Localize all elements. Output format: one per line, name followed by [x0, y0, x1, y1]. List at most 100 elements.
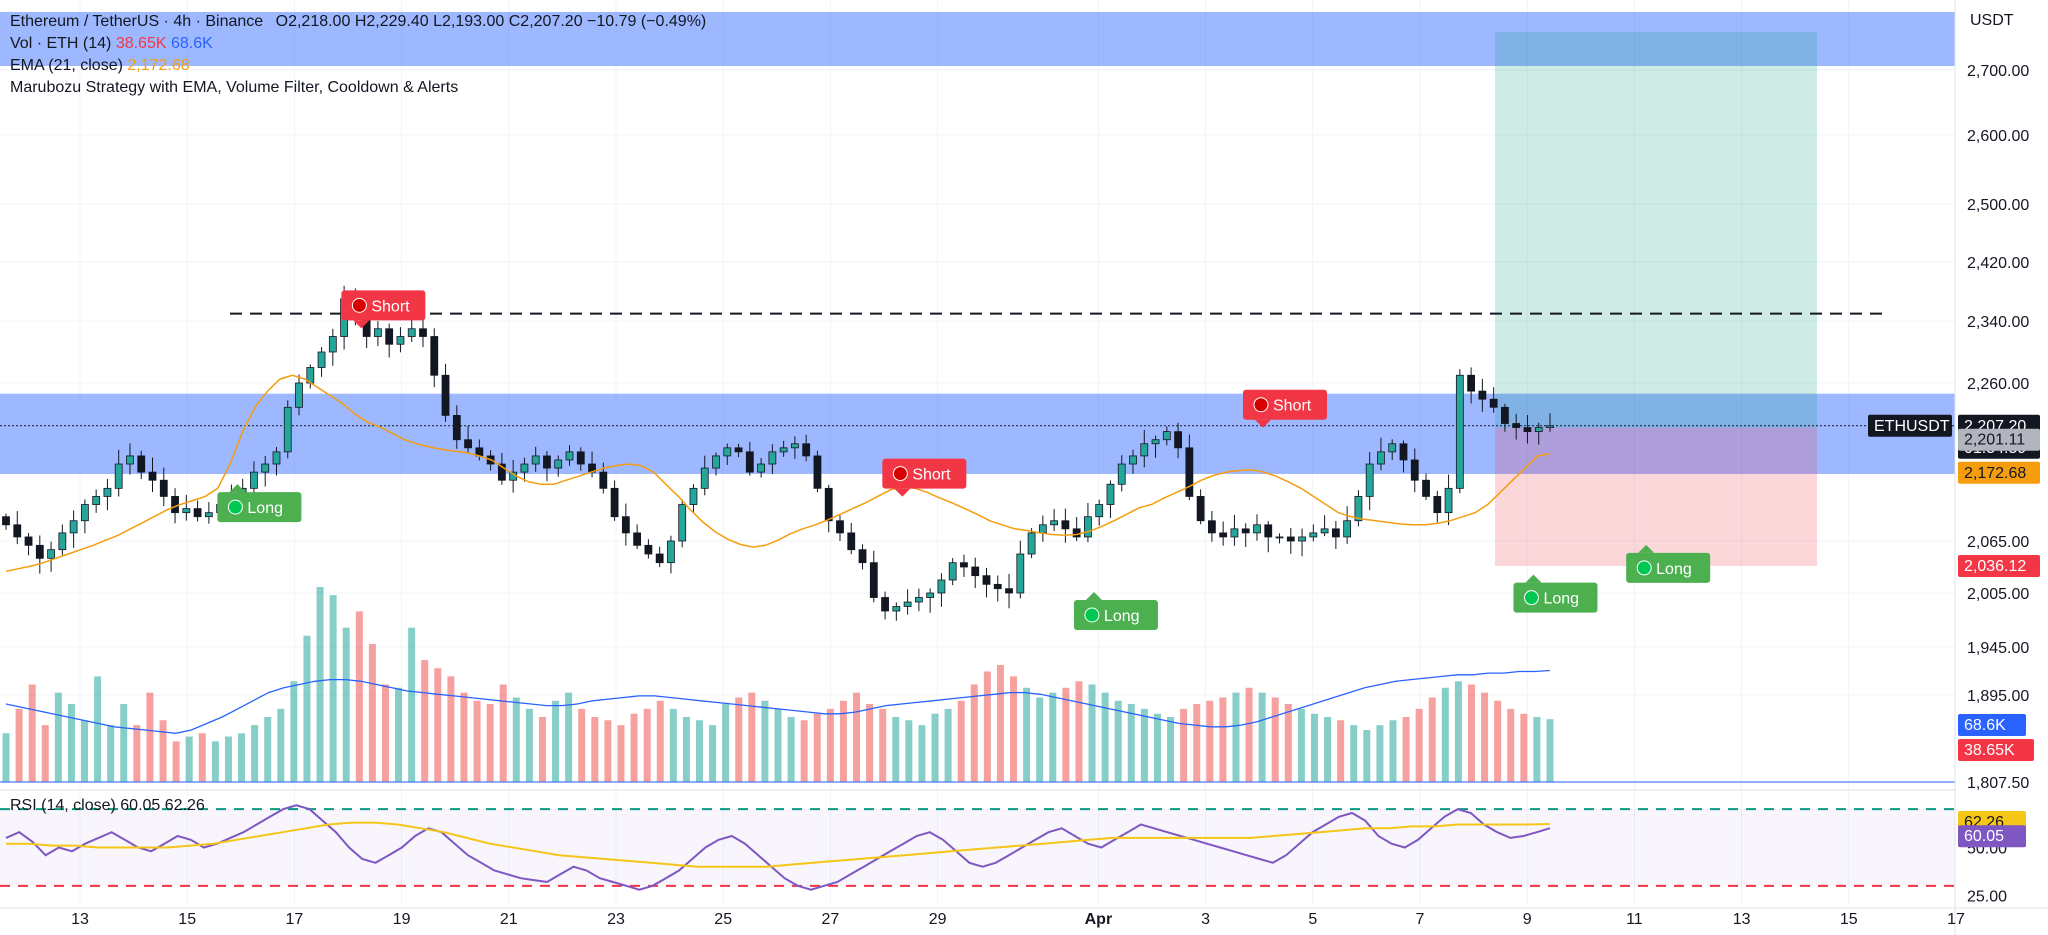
volume-bar	[604, 720, 612, 782]
time-tick-label: 11	[1626, 911, 1643, 928]
time-tick-label: 15	[178, 911, 196, 928]
rsi-line	[5, 804, 1551, 891]
candle-body	[554, 459, 563, 469]
candle-body	[1106, 483, 1115, 505]
candle-body	[35, 544, 44, 559]
time-tick-label: 21	[500, 911, 518, 928]
signal-long: Long	[1626, 544, 1711, 583]
price-tick-label: 2,500.00	[1967, 197, 2029, 214]
volume-bar	[1533, 717, 1541, 782]
candle-body	[328, 336, 337, 353]
volume-bar	[1376, 725, 1384, 782]
signal-dot-icon	[892, 466, 908, 482]
signal-dot-icon	[227, 499, 243, 515]
candle-body	[1151, 439, 1160, 445]
volume-bar	[434, 668, 442, 782]
candle-body	[858, 549, 867, 564]
candle-body	[1140, 443, 1149, 457]
candle-body	[768, 451, 777, 465]
stop-loss-area	[1495, 427, 1817, 567]
volume-bar	[1023, 687, 1031, 782]
strategy-row[interactable]: Marubozu Strategy with EMA, Volume Filte…	[10, 77, 706, 99]
time-tick-label: 27	[822, 911, 840, 928]
volume-bar	[447, 676, 455, 782]
volume-bar	[133, 725, 141, 782]
candle-body	[374, 328, 382, 337]
price-tick-label: 2,260.00	[1967, 376, 2029, 393]
volume-bar	[591, 717, 599, 782]
candle-body	[103, 487, 112, 497]
support-zone	[0, 393, 1955, 474]
volume-bar	[211, 741, 219, 782]
ohlc-low: L2,193.00	[433, 13, 505, 30]
candle-body	[159, 479, 168, 497]
volume-bar	[1310, 713, 1318, 782]
volume-bar	[525, 708, 533, 782]
volume-bar	[1036, 697, 1044, 782]
candle-body	[745, 451, 754, 473]
candle-body	[700, 467, 709, 489]
volume-bar	[944, 708, 952, 782]
candle-body	[1365, 463, 1374, 497]
volume-bar	[238, 733, 246, 782]
candle-body	[1467, 374, 1476, 392]
volume-bar	[1114, 700, 1122, 782]
rsi-rsi-tag: 60.05	[1958, 825, 2026, 848]
price-tick-label: 1,807.50	[1967, 775, 2029, 792]
signal-pointer	[1085, 592, 1102, 600]
candle-body	[171, 496, 179, 514]
rsi-legend[interactable]: RSI (14, close) 60.05 62.26	[10, 795, 205, 817]
symbol-title[interactable]: Ethereum / TetherUS · 4h · Binance	[10, 13, 264, 30]
candle-body	[926, 592, 935, 598]
candle-body	[1061, 520, 1070, 530]
volume-label: Vol · ETH (14)	[10, 35, 112, 52]
volume-bar	[1507, 708, 1515, 782]
volume-bar	[15, 708, 23, 782]
signal-box	[217, 492, 302, 523]
volume-bar	[368, 643, 376, 782]
candle-body	[419, 328, 427, 337]
signal-pointer	[353, 320, 370, 329]
candle-body	[250, 471, 258, 489]
candle-body	[497, 463, 506, 481]
candle-body	[971, 566, 980, 577]
symbol-row: Ethereum / TetherUS · 4h · Binance O2,21…	[10, 11, 706, 33]
volume-bar	[1180, 708, 1188, 782]
ema-label: EMA (21, close)	[10, 57, 123, 74]
candle-body	[779, 447, 788, 453]
ema-value: 2,172.68	[127, 57, 190, 74]
volume-bar	[918, 725, 926, 782]
signal-dot-icon	[1253, 397, 1269, 413]
candle-body	[13, 524, 22, 538]
volume-bar	[800, 720, 808, 782]
candle-body	[114, 463, 123, 489]
time-tick-label: 19	[393, 911, 411, 928]
currency-label[interactable]: USDT	[1970, 12, 2014, 29]
candle-body	[520, 463, 529, 473]
time-tick-label: 3	[1201, 911, 1210, 928]
time-tick-label: 15	[1840, 911, 1858, 928]
volume-bar	[996, 665, 1004, 782]
candle-body	[802, 443, 811, 457]
volume-bar	[735, 697, 743, 782]
candle-body	[723, 447, 732, 457]
signal-short: Short	[341, 290, 426, 329]
candle-body	[1005, 588, 1013, 594]
volume-bar	[1284, 704, 1292, 782]
volume-row[interactable]: Vol · ETH (14) 38.65K 68.6K	[10, 33, 706, 55]
price-axis: 2,700.00 2,600.00 2,500.00 2,420.00 2,340.00…	[1868, 0, 2048, 935]
stop-price-tag-bg	[1958, 555, 2040, 578]
candle-body	[1343, 520, 1352, 538]
volume-bar	[853, 692, 861, 782]
candle-body	[1422, 479, 1430, 497]
candle-body	[1196, 496, 1205, 522]
ema-row[interactable]: EMA (21, close) 2,172.68	[10, 55, 706, 77]
signal-label: Short	[912, 467, 951, 484]
volume-bar	[552, 700, 560, 782]
candle-body	[58, 532, 67, 551]
candle-body	[1095, 504, 1104, 518]
vol-ma-tag: 68.6K	[1958, 714, 2026, 736]
candle-body	[1546, 425, 1554, 428]
symbol-tag: ETHUSDT	[1868, 414, 1952, 437]
